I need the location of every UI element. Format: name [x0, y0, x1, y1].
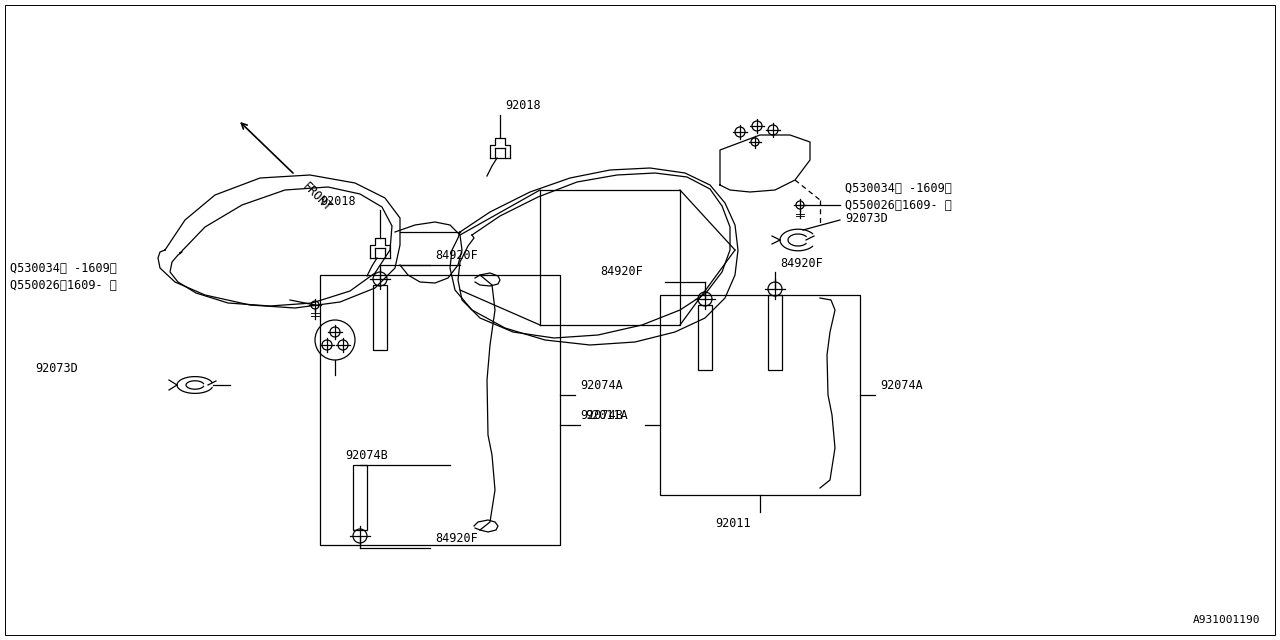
Text: 92018: 92018 [506, 99, 540, 112]
Bar [353, 465, 367, 530]
Text: A931001190: A931001190 [1193, 615, 1260, 625]
Text: 92074B: 92074B [580, 409, 623, 422]
Text: 92074B: 92074B [346, 449, 388, 462]
Bar [372, 285, 387, 350]
Text: Q550026（1609- ）: Q550026（1609- ） [845, 199, 952, 212]
Text: 92074A: 92074A [580, 379, 623, 392]
Text: Q530034（ -1609）: Q530034（ -1609） [845, 182, 952, 195]
Text: 84920F: 84920F [435, 249, 477, 262]
Text: 84920F: 84920F [780, 257, 823, 270]
Text: 92011: 92011 [716, 517, 750, 530]
Text: Q550026（1609- ）: Q550026（1609- ） [10, 279, 116, 292]
Text: 92011A: 92011A [585, 409, 627, 422]
Text: FRONT: FRONT [300, 180, 334, 214]
Bar [660, 295, 860, 495]
Text: 84920F: 84920F [600, 265, 643, 278]
Text: 92073D: 92073D [845, 212, 888, 225]
Text: 92074A: 92074A [881, 379, 923, 392]
Bar [320, 275, 561, 545]
Text: 92073D: 92073D [35, 362, 78, 375]
Bar [698, 305, 712, 370]
Bar [768, 295, 782, 370]
Text: 84920F: 84920F [435, 532, 477, 545]
Text: 92018: 92018 [320, 195, 356, 208]
Text: Q530034（ -1609）: Q530034（ -1609） [10, 262, 116, 275]
